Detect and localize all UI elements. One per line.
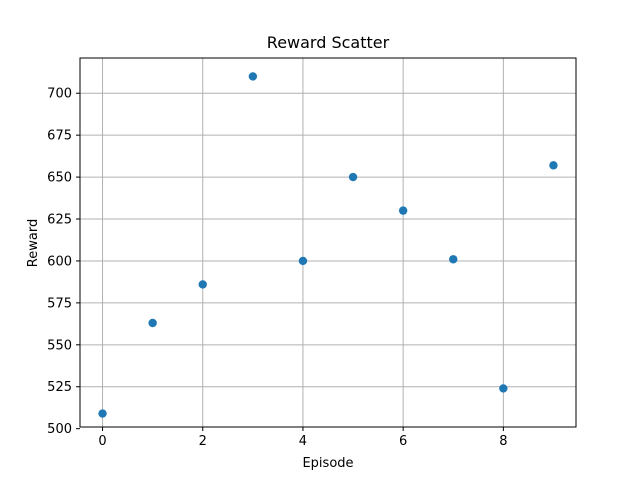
- scatter-point: [148, 318, 157, 328]
- y-tick-label: 700: [47, 87, 72, 102]
- scatter-point: [98, 409, 107, 418]
- y-axis-title: Reward: [26, 219, 41, 267]
- x-tick-label: 2: [199, 434, 207, 449]
- scatter-point: [499, 384, 508, 393]
- y-axis-ticks: 500 525 550 575 600 625 650 675 700: [47, 87, 80, 437]
- scatter-point: [198, 280, 207, 289]
- grid-lines: [80, 58, 576, 427]
- scatter-point: [348, 172, 358, 182]
- scatter-point: [449, 255, 458, 264]
- y-tick-label: 550: [47, 338, 72, 353]
- x-axis-title: Episode: [302, 456, 353, 471]
- scatter-point: [398, 206, 408, 215]
- x-tick-label: 8: [499, 434, 507, 449]
- y-tick-label: 625: [47, 213, 72, 228]
- x-tick-label: 4: [299, 434, 307, 449]
- y-tick-label: 600: [47, 254, 72, 269]
- scatter-point: [549, 161, 558, 170]
- scatter-point: [248, 72, 258, 81]
- y-tick-label: 575: [47, 296, 72, 311]
- y-tick-label: 650: [47, 171, 72, 186]
- y-tick-label: 525: [47, 380, 72, 395]
- x-tick-label: 6: [399, 434, 407, 449]
- chart-title: Reward Scatter: [267, 33, 390, 52]
- y-tick-label: 500: [47, 422, 72, 437]
- plot-frame: [79, 57, 577, 428]
- data-points: [98, 72, 558, 418]
- y-tick-label: 675: [47, 129, 72, 144]
- x-tick-label: 0: [98, 434, 106, 449]
- x-axis-ticks: 0 2 4 6 8: [98, 427, 507, 449]
- scatter-point: [298, 256, 308, 266]
